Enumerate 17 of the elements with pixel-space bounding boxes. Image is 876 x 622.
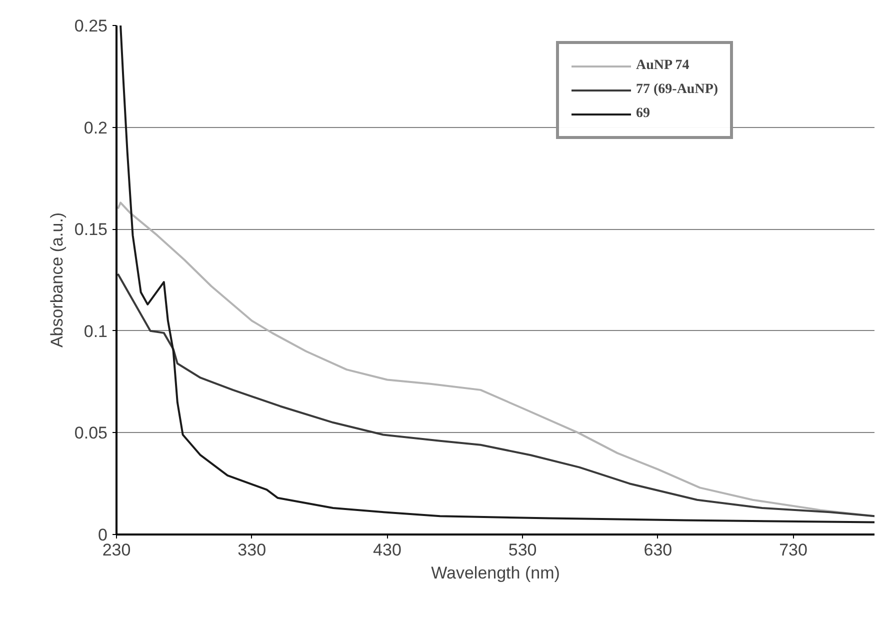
- y-tick-label: 0.1: [84, 322, 108, 341]
- x-axis-title: Wavelength (nm): [431, 564, 560, 582]
- x-tick-label: 630: [644, 540, 672, 560]
- y-axis-title: Absorbance (a.u.): [47, 212, 66, 348]
- y-tick-label: 0.25: [74, 16, 108, 36]
- y-tick-label: 0.15: [74, 220, 108, 240]
- x-tick-label: 530: [508, 540, 537, 560]
- legend-label: 77 (69-AuNP): [636, 82, 718, 98]
- y-tick-label: 0.05: [74, 424, 108, 443]
- line-series: [116, 272, 874, 518]
- legend-label: AuNP 74: [636, 58, 690, 74]
- x-tick-label: 430: [373, 540, 402, 560]
- y-tick-label: 0.2: [84, 118, 108, 138]
- legend-label: 69: [636, 106, 651, 122]
- x-tick-label: 330: [238, 540, 266, 560]
- line-series: [120, 26, 874, 524]
- x-tick-label: 730: [779, 540, 808, 560]
